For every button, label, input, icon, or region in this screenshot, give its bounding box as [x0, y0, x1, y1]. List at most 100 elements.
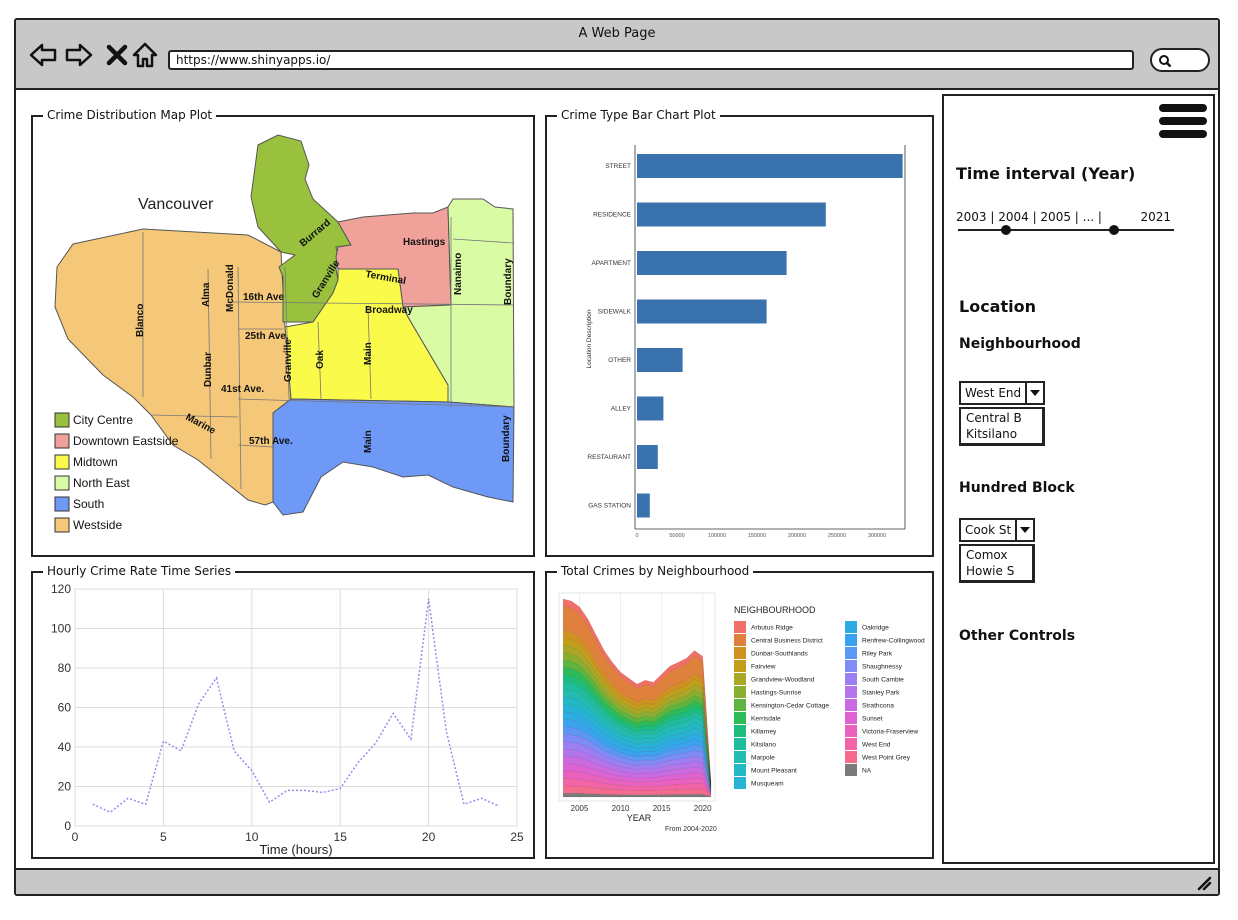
line-y-tick-label: 60: [58, 701, 72, 715]
bar: [637, 348, 683, 372]
hundred-block-option[interactable]: Comox: [966, 548, 1008, 562]
hamburger-menu-icon[interactable]: [1159, 104, 1207, 144]
bar-x-tick-label: 200000: [788, 533, 806, 539]
location-title: Location: [959, 297, 1036, 316]
street-label-hastings: Hastings: [403, 237, 446, 248]
resize-grip-icon[interactable]: [1196, 875, 1212, 891]
search-box[interactable]: [1150, 48, 1210, 72]
area-legend-label: Marpole: [751, 755, 775, 762]
line-x-tick-label: 0: [72, 830, 79, 844]
map-panel-title: Crime Distribution Map Plot: [43, 108, 217, 122]
hundred-block-options: Comox Howie S: [959, 544, 1035, 583]
bar-category-label: OTHER: [608, 357, 631, 364]
bar-category-label: GAS STATION: [588, 503, 631, 510]
area-series-band: [562, 606, 712, 784]
year-slider-high-handle[interactable]: [1108, 225, 1119, 235]
street-label-57th-ave: 57th Ave.: [249, 436, 293, 447]
bar-category-label: APARTMENT: [592, 260, 632, 267]
area-legend-label: Riley Park: [862, 651, 893, 658]
area-series-band: [562, 748, 712, 794]
legend-label: Midtown: [73, 455, 118, 469]
hundred-block-select[interactable]: Cook St: [959, 518, 1035, 542]
area-series-band: [562, 666, 712, 788]
bar: [637, 493, 650, 518]
area-legend-label: Mount Pleasant: [751, 768, 797, 775]
street-label-blanco: Blanco: [135, 304, 146, 337]
bar: [637, 396, 664, 421]
search-icon: [1159, 55, 1172, 68]
bar-category-label: ALLEY: [611, 406, 632, 413]
line-y-tick-label: 120: [51, 582, 71, 596]
chevron-down-icon[interactable]: [1015, 520, 1033, 540]
neighbourhood-option[interactable]: Kitsilano: [966, 427, 1018, 441]
line-y-tick-label: 100: [51, 622, 71, 636]
year-slider-low-handle[interactable]: [1000, 225, 1011, 235]
area-legend-swatch: [734, 673, 746, 685]
browser-statusbar: [16, 868, 1218, 894]
area-legend-swatch: [845, 725, 857, 737]
street-label-boundary-north: Boundary: [503, 258, 514, 305]
area-x-tick-label: 2020: [694, 804, 712, 813]
area-legend-label: Kerrisdale: [751, 716, 781, 723]
area-legend-swatch: [845, 634, 857, 646]
area-series-band: [562, 741, 712, 794]
area-panel-title: Total Crimes by Neighbourhood: [557, 564, 754, 578]
area-panel: Total Crimes by Neighbourhood 2005 2010 20…: [545, 564, 934, 859]
bar-category-label: SIDEWALK: [598, 309, 632, 316]
legend-swatch: [54, 412, 70, 428]
area-legend-swatch: [734, 738, 746, 750]
street-lines: [142, 217, 515, 490]
vancouver-map: Vancouver Blanco Alma McDonald Dunbar Gr…: [54, 134, 515, 533]
area-legend-label: Musqueam: [751, 781, 784, 788]
area-series-band: [562, 696, 712, 790]
neighbourhood-select-value: West End: [965, 386, 1022, 400]
area-legend-swatch: [734, 634, 746, 646]
other-controls-title: Other Controls: [959, 628, 1076, 644]
bar: [637, 299, 767, 324]
neighbourhood-option[interactable]: Central B: [966, 411, 1022, 425]
hundred-block-option[interactable]: Howie S: [966, 564, 1015, 578]
street-label-41st-ave: 41st Ave.: [221, 384, 264, 395]
area-legend-label: Oakridge: [862, 625, 889, 632]
bar-category-label: RESIDENCE: [593, 212, 632, 219]
street-label-dunbar: Dunbar: [203, 352, 214, 387]
home-icon[interactable]: [130, 40, 160, 70]
area-x-axis-label: YEAR: [627, 813, 652, 823]
bar: [637, 154, 903, 178]
url-bar[interactable]: https://www.shinyapps.io/: [168, 50, 1134, 70]
back-arrow-icon[interactable]: [28, 40, 58, 70]
window-title: A Web Page: [578, 26, 656, 41]
bar-x-tick-label: 300000: [868, 533, 886, 539]
neighbourhood-select[interactable]: West End: [959, 381, 1045, 405]
hundred-block-title: Hundred Block: [959, 480, 1075, 496]
street-label-alma: Alma: [201, 282, 212, 307]
chevron-down-icon[interactable]: [1025, 383, 1043, 403]
area-series-band: [562, 770, 712, 797]
bar-category-label: STREET: [605, 163, 631, 170]
bar-chart: STREET RESIDENCE APARTMENT SIDEWALK OTHER ALL…: [586, 145, 906, 539]
street-label-16th-ave: 16th Ave: [243, 292, 284, 303]
year-slider-end-label: 2021: [1140, 210, 1171, 224]
area-series-band: [562, 718, 712, 792]
street-label-oak: Oak: [315, 350, 326, 369]
legend-label: North East: [73, 476, 130, 490]
area-series-band: [562, 726, 712, 793]
forward-arrow-icon[interactable]: [64, 40, 94, 70]
line-y-tick-label: 20: [58, 780, 72, 794]
area-legend-label: Victoria-Fraserview: [862, 729, 919, 736]
area-legend-label: Stanley Park: [862, 690, 900, 697]
area-series-band: [562, 711, 712, 791]
area-legend-swatch: [845, 686, 857, 698]
close-x-icon[interactable]: [102, 40, 132, 70]
year-range-slider[interactable]: [958, 225, 1174, 235]
sidebar: Time interval (Year) 2003 | 2004 | 2005 …: [942, 94, 1215, 864]
area-caption: From 2004-2020: [665, 826, 717, 833]
area-legend-swatch: [734, 660, 746, 672]
legend-swatch: [54, 454, 70, 470]
line-x-tick-label: 5: [160, 830, 167, 844]
street-label-nanaimo: Nanaimo: [453, 253, 464, 295]
area-legend-label: Central Business District: [751, 638, 823, 645]
area-series-band: [562, 644, 712, 786]
area-series-band: [562, 733, 712, 793]
line-x-tick-label: 20: [422, 830, 436, 844]
